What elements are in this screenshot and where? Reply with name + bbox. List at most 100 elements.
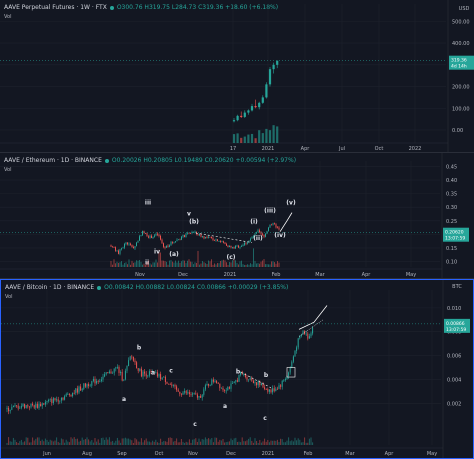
volume-bar (178, 260, 179, 267)
volume-bar (217, 263, 218, 267)
candle-body (124, 243, 125, 248)
candle-body (148, 236, 149, 238)
candle-body (174, 384, 176, 387)
volume-bar (171, 438, 173, 445)
projection-arrow (298, 305, 328, 330)
volume-bar (307, 442, 309, 445)
candle-body (169, 384, 171, 385)
volume-bar (180, 439, 182, 445)
volume-bar (245, 264, 247, 267)
candle-body (236, 380, 238, 382)
volume-bar (129, 439, 131, 445)
candle-body (179, 239, 181, 241)
volume-bar (227, 264, 229, 267)
volume-bar (228, 441, 230, 445)
candle-body (164, 376, 166, 382)
candle-body (228, 386, 230, 389)
candle-body (146, 233, 148, 237)
chart-canvas-eth[interactable]: 0.100.150.200.250.300.350.400.45NovDec20… (0, 153, 474, 279)
volume-bar (188, 439, 190, 445)
volume-bar (283, 442, 285, 445)
volume-bar (172, 441, 174, 445)
y-tick-label: 0.40 (446, 178, 457, 184)
wave-label: (i) (250, 219, 258, 226)
candle-body (154, 235, 155, 237)
symbol-label[interactable]: AAVE / Bitcoin · 1D · BINANCE (5, 284, 95, 291)
volume-bar (193, 264, 194, 267)
volume-bar (235, 437, 237, 445)
volume-bar (227, 441, 229, 445)
candle-body (229, 245, 230, 248)
y-tick-label: 200.00 (452, 85, 470, 91)
volume-bar (197, 250, 199, 267)
volume-bar (118, 262, 119, 267)
volume-bar (142, 264, 143, 267)
symbol-label[interactable]: AAVE / Ethereum · 1D · BINANCE (4, 157, 102, 164)
candle-body (160, 374, 162, 380)
volume-bar (198, 438, 200, 445)
volume-bar (91, 440, 93, 445)
chart-canvas-futures[interactable]: USD0.00100.00200.00300.00400.00500.00172… (0, 0, 474, 153)
channel-line (298, 319, 324, 337)
volume-bar (137, 441, 139, 445)
candle-body (199, 234, 200, 236)
candle-body (257, 230, 259, 233)
volume-bar (157, 262, 158, 267)
volume-bar (179, 442, 181, 445)
candle-body (267, 389, 269, 392)
candle-body (220, 387, 222, 389)
candle-body (12, 405, 14, 408)
candle-body (157, 233, 158, 235)
volume-bar (184, 260, 185, 267)
candle-body (178, 239, 179, 241)
candle-body (57, 399, 59, 402)
volume-bar (302, 442, 304, 445)
x-tick-label: 2021 (262, 146, 275, 152)
volume-bar (272, 440, 274, 445)
candle-body (140, 235, 142, 237)
projection-arrow (279, 212, 293, 232)
candle-body (62, 397, 64, 400)
volume-bar (110, 441, 112, 445)
volume-bar (177, 442, 179, 445)
chart-panel-futures[interactable]: AAVE Perpetual Futures · 1W · FTX O300.7… (0, 0, 474, 153)
candle-body (258, 102, 261, 108)
candle-body (142, 371, 144, 377)
wave-label: (iii) (264, 208, 276, 215)
volume-bar (161, 260, 163, 267)
volume-bar (268, 130, 272, 143)
wave-label: ii (145, 259, 149, 266)
candle-body (247, 242, 248, 244)
volume-bar (253, 248, 254, 267)
symbol-label[interactable]: AAVE Perpetual Futures · 1W · FTX (4, 4, 107, 11)
wave-label: b (236, 368, 241, 375)
chart-panel-btc[interactable]: AAVE / Bitcoin · 1D · BINANCE O0.00842 H… (0, 279, 474, 459)
candle-body (227, 245, 229, 248)
candle-body (253, 236, 254, 238)
candle-body (256, 232, 257, 234)
volume-bar (133, 262, 134, 267)
candle-body (272, 64, 275, 70)
volume-label: Vol (5, 294, 13, 300)
candle-body (218, 240, 220, 242)
candle-body (108, 371, 110, 374)
wave-label: (a) (169, 251, 179, 258)
volume-bar (155, 439, 157, 445)
volume-bar (182, 441, 184, 445)
candle-body (41, 403, 43, 407)
chart-panel-eth[interactable]: AAVE / Ethereum · 1D · BINANCE O0.20026 … (0, 153, 474, 279)
volume-bar (304, 437, 306, 445)
volume-bar (156, 442, 158, 445)
volume-bar (161, 441, 163, 445)
volume-bar (160, 438, 162, 445)
candle-body (137, 240, 139, 243)
chart-canvas-btc[interactable]: BTC0.0020.0040.0060.0080.010JunAugSepOct… (1, 280, 473, 458)
volume-bar (190, 442, 192, 445)
candle-body (118, 250, 119, 254)
candle-body (145, 373, 147, 377)
wave-label: c (193, 421, 197, 428)
candle-body (261, 97, 264, 103)
volume-bar (112, 264, 113, 267)
ohlc-readout: O0.20026 H0.20805 L0.19489 C0.20620 +0.0… (111, 157, 297, 164)
volume-bar (176, 262, 178, 267)
